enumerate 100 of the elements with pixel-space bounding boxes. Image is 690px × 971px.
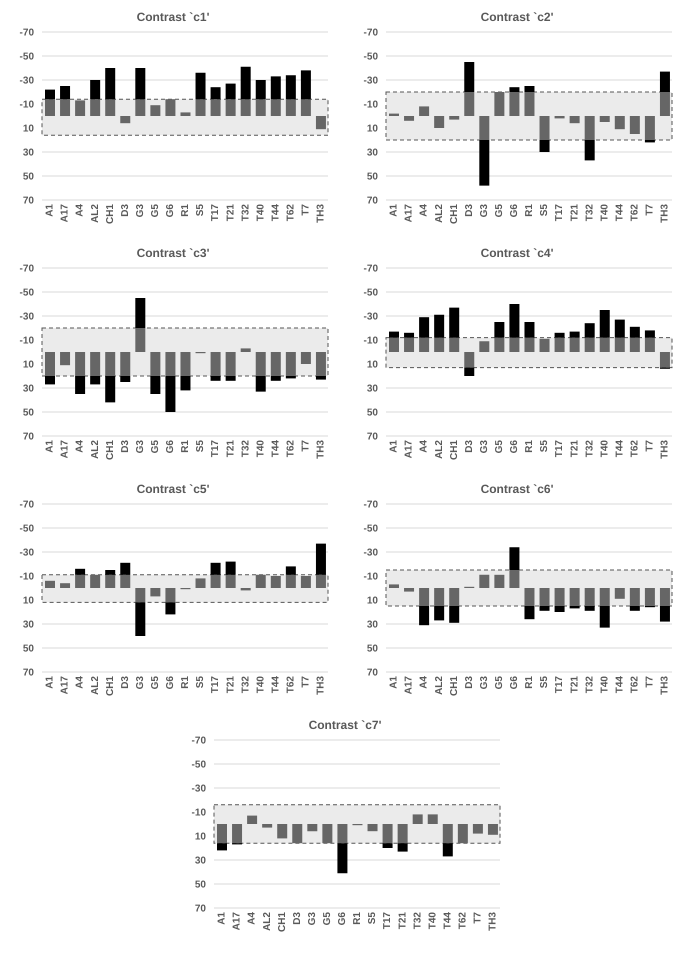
bar [286,99,296,116]
x-tick-label: G6 [509,440,520,454]
x-tick-label: A1 [388,676,400,689]
x-tick-label: R1 [352,912,364,925]
x-tick-label: R1 [524,676,536,689]
x-tick-label: A4 [246,912,258,925]
y-tick-label: 50 [194,880,206,891]
bar [644,588,655,606]
x-tick-label: T21 [569,440,580,458]
bar [217,843,227,850]
bar [630,326,640,338]
x-tick-label: T40 [427,912,438,930]
x-tick-label: T62 [457,912,468,930]
bar [210,352,221,376]
bar [120,352,130,376]
x-tick-label: T40 [599,676,610,694]
x-tick-label: T44 [442,912,454,930]
x-tick-label: T21 [225,676,236,694]
bar [240,348,251,352]
bar [458,824,468,844]
bar [45,376,55,384]
y-tick-label: -10 [364,100,378,111]
x-tick-label: T7 [644,440,656,452]
y-tick-label: 30 [22,384,34,395]
x-tick-label: T7 [644,676,656,688]
y-tick-label: -50 [364,52,378,63]
y-tick-label: 50 [366,408,378,419]
x-tick-label: D3 [464,440,475,453]
y-tick-label: 30 [366,384,378,395]
bar [600,606,610,628]
x-tick-label: S5 [195,204,206,216]
bar [180,352,190,376]
x-tick-label: AL2 [434,440,445,459]
bar [419,606,430,626]
y-tick-label: -50 [20,524,34,535]
x-tick-label: CH1 [104,440,116,460]
bar [286,75,296,100]
bar [428,814,438,824]
y-tick-label: 10 [22,124,34,135]
y-tick-label: -30 [20,76,34,87]
bar [165,602,176,614]
bar [630,338,640,352]
bar [494,574,504,588]
x-tick-label: AL2 [90,204,101,223]
y-tick-label: 10 [22,596,34,607]
y-tick-label: 70 [22,196,34,207]
bar [472,824,483,834]
bar [256,352,266,376]
x-tick-label: A1 [44,440,56,453]
x-tick-label: T32 [240,676,252,694]
x-tick-label: A17 [60,676,71,694]
bar [75,568,86,575]
y-tick-label: 30 [194,856,206,867]
bar [240,66,251,100]
bar [600,588,610,606]
x-tick-label: A17 [232,912,243,930]
bar [226,376,236,381]
bar [494,92,504,116]
bar [540,338,550,352]
bar [584,323,595,338]
bar [509,547,520,570]
x-tick-label: G6 [509,676,520,690]
bar [210,574,221,588]
x-tick-label: A17 [60,440,71,458]
x-tick-label: T17 [210,204,222,222]
bar [614,588,625,599]
x-tick-label: D3 [464,676,475,689]
bar [316,544,326,575]
bar [584,606,595,611]
bar [524,606,534,620]
y-tick-label: -30 [192,784,206,795]
bar [120,562,130,575]
bar [262,824,272,828]
bar [60,86,70,100]
bar [226,84,236,100]
bar [165,352,176,376]
bar [509,570,520,588]
x-tick-label: AL2 [434,204,445,223]
x-tick-label: TH3 [316,676,327,695]
bar [509,87,520,92]
x-tick-label: A4 [74,440,86,453]
bar [256,376,266,392]
bar [210,562,221,575]
x-tick-label: TH3 [316,440,327,459]
x-tick-label: T40 [599,440,610,458]
y-tick-label: 50 [366,172,378,183]
bar [382,843,393,848]
bar [509,338,520,352]
x-tick-label: CH1 [448,676,460,696]
x-tick-label: T32 [584,204,596,222]
x-tick-label: T44 [614,440,626,458]
x-tick-label: T62 [629,440,640,458]
x-tick-label: S5 [539,440,550,452]
x-tick-label: S5 [539,676,550,688]
x-tick-label: T21 [225,204,236,222]
bar [150,588,160,596]
bar [270,576,281,588]
bar [240,99,251,116]
x-tick-label: AL2 [90,440,101,459]
y-tick-label: -10 [20,336,34,347]
